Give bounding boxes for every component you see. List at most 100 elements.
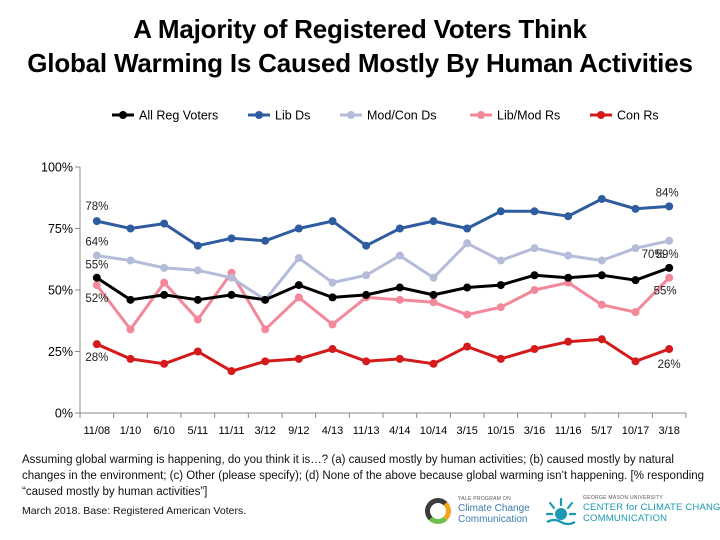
gmu-logo-small-text: GEORGE MASON UNIVERSITY <box>583 495 663 501</box>
data-point <box>463 310 472 319</box>
data-label: 70% <box>642 249 665 261</box>
data-label: 28% <box>85 352 108 364</box>
series-line-3 <box>95 271 671 331</box>
data-point <box>631 244 640 253</box>
data-point <box>227 367 236 376</box>
data-point <box>530 244 539 253</box>
data-point <box>193 347 202 356</box>
data-point <box>564 337 573 346</box>
chart-title-line-2: Global Warming Is Caused Mostly By Human… <box>27 48 693 78</box>
data-point <box>530 345 539 354</box>
data-point <box>328 293 337 302</box>
x-tick-label: 11/16 <box>555 425 582 437</box>
gmu-logo: GEORGE MASON UNIVERSITY CENTER for CLIMA… <box>545 494 720 534</box>
legend-swatch-marker <box>119 111 127 119</box>
data-point <box>395 224 404 233</box>
x-tick-label: 5/17 <box>591 425 612 437</box>
data-point <box>126 295 135 304</box>
data-point <box>328 345 337 354</box>
yale-logo-line-1: Climate Change <box>458 503 530 514</box>
data-point <box>362 271 371 280</box>
legend-label: All Reg Voters <box>139 109 218 123</box>
x-tick-label: 3/16 <box>524 425 545 437</box>
data-point <box>92 281 101 290</box>
data-point <box>227 234 236 243</box>
x-tick-label: 3/12 <box>254 425 275 437</box>
y-tick-label: 25% <box>48 345 73 359</box>
series-line-2 <box>96 239 670 302</box>
data-point <box>362 357 371 366</box>
data-point <box>665 345 674 354</box>
legend-label: Mod/Con Ds <box>367 109 436 123</box>
x-tick-label: 4/13 <box>322 425 343 437</box>
data-point <box>328 217 337 226</box>
legend-swatch-marker <box>597 111 605 119</box>
x-tick-label: 10/17 <box>622 425 650 437</box>
data-point <box>92 251 101 260</box>
data-point <box>193 266 202 275</box>
source-note: March 2018. Base: Registered American Vo… <box>22 505 247 517</box>
data-point <box>362 290 371 299</box>
x-tick-label: 6/10 <box>153 425 174 437</box>
gmu-logo-icon <box>545 497 577 526</box>
data-point <box>227 290 236 299</box>
data-point <box>160 278 169 287</box>
y-tick-label: 75% <box>48 222 73 236</box>
data-point <box>597 271 606 280</box>
x-tick-label: 11/11 <box>219 425 245 437</box>
yale-logo-name: Climate Change Communication <box>458 503 530 525</box>
data-point <box>496 303 505 312</box>
data-point <box>328 278 337 287</box>
legend-swatch-marker <box>255 111 263 119</box>
data-point <box>564 251 573 260</box>
x-tick-label: 10/14 <box>420 425 448 437</box>
series-line-0 <box>95 266 670 302</box>
data-point <box>261 325 270 334</box>
data-point <box>530 271 539 280</box>
data-point <box>496 354 505 363</box>
gmu-logo-line-2: COMMUNICATION <box>583 513 668 524</box>
data-point <box>429 298 438 307</box>
data-point <box>665 236 674 245</box>
data-point <box>463 224 472 233</box>
y-tick-label: 50% <box>48 284 73 298</box>
data-point <box>665 263 674 272</box>
data-point <box>395 283 404 292</box>
data-point <box>160 290 169 299</box>
data-point <box>92 217 101 226</box>
data-point <box>328 320 337 329</box>
data-label: 55% <box>654 286 677 298</box>
data-label: 55% <box>85 260 108 272</box>
yale-logo-line-2: Communication <box>458 514 528 525</box>
data-point <box>597 194 606 203</box>
data-point <box>126 325 135 334</box>
line-chart: All Reg Voters Lib Ds Mod/Con Ds Lib/Mod Rs… <box>41 109 687 437</box>
x-tick-label: 5/11 <box>188 425 209 437</box>
data-point <box>631 204 640 213</box>
data-label: 84% <box>656 187 679 199</box>
question-note: Assuming global warming is happening, do… <box>22 454 705 498</box>
data-point <box>261 295 270 304</box>
data-label: 26% <box>658 359 681 371</box>
data-point <box>665 273 674 282</box>
data-label: 59% <box>656 249 679 261</box>
data-point <box>92 273 101 282</box>
legend-label: Lib Ds <box>275 109 310 123</box>
data-point <box>597 300 606 309</box>
yale-logo-icon <box>425 498 451 524</box>
data-point <box>463 342 472 351</box>
x-tick-label: 11/13 <box>353 425 380 437</box>
chart-title: A Majority of Registered Voters Think Gl… <box>0 12 720 80</box>
data-point <box>564 273 573 282</box>
legend-label: Con Rs <box>617 109 659 123</box>
data-point <box>395 354 404 363</box>
data-point <box>294 224 303 233</box>
x-tick-label: 1/10 <box>120 425 141 437</box>
data-point <box>193 241 202 250</box>
x-tick-label: 3/18 <box>658 425 679 437</box>
data-point <box>429 290 438 299</box>
chart-title-line-1: A Majority of Registered Voters Think <box>133 14 587 44</box>
data-point <box>631 308 640 317</box>
data-point <box>227 273 236 282</box>
data-point <box>193 315 202 324</box>
